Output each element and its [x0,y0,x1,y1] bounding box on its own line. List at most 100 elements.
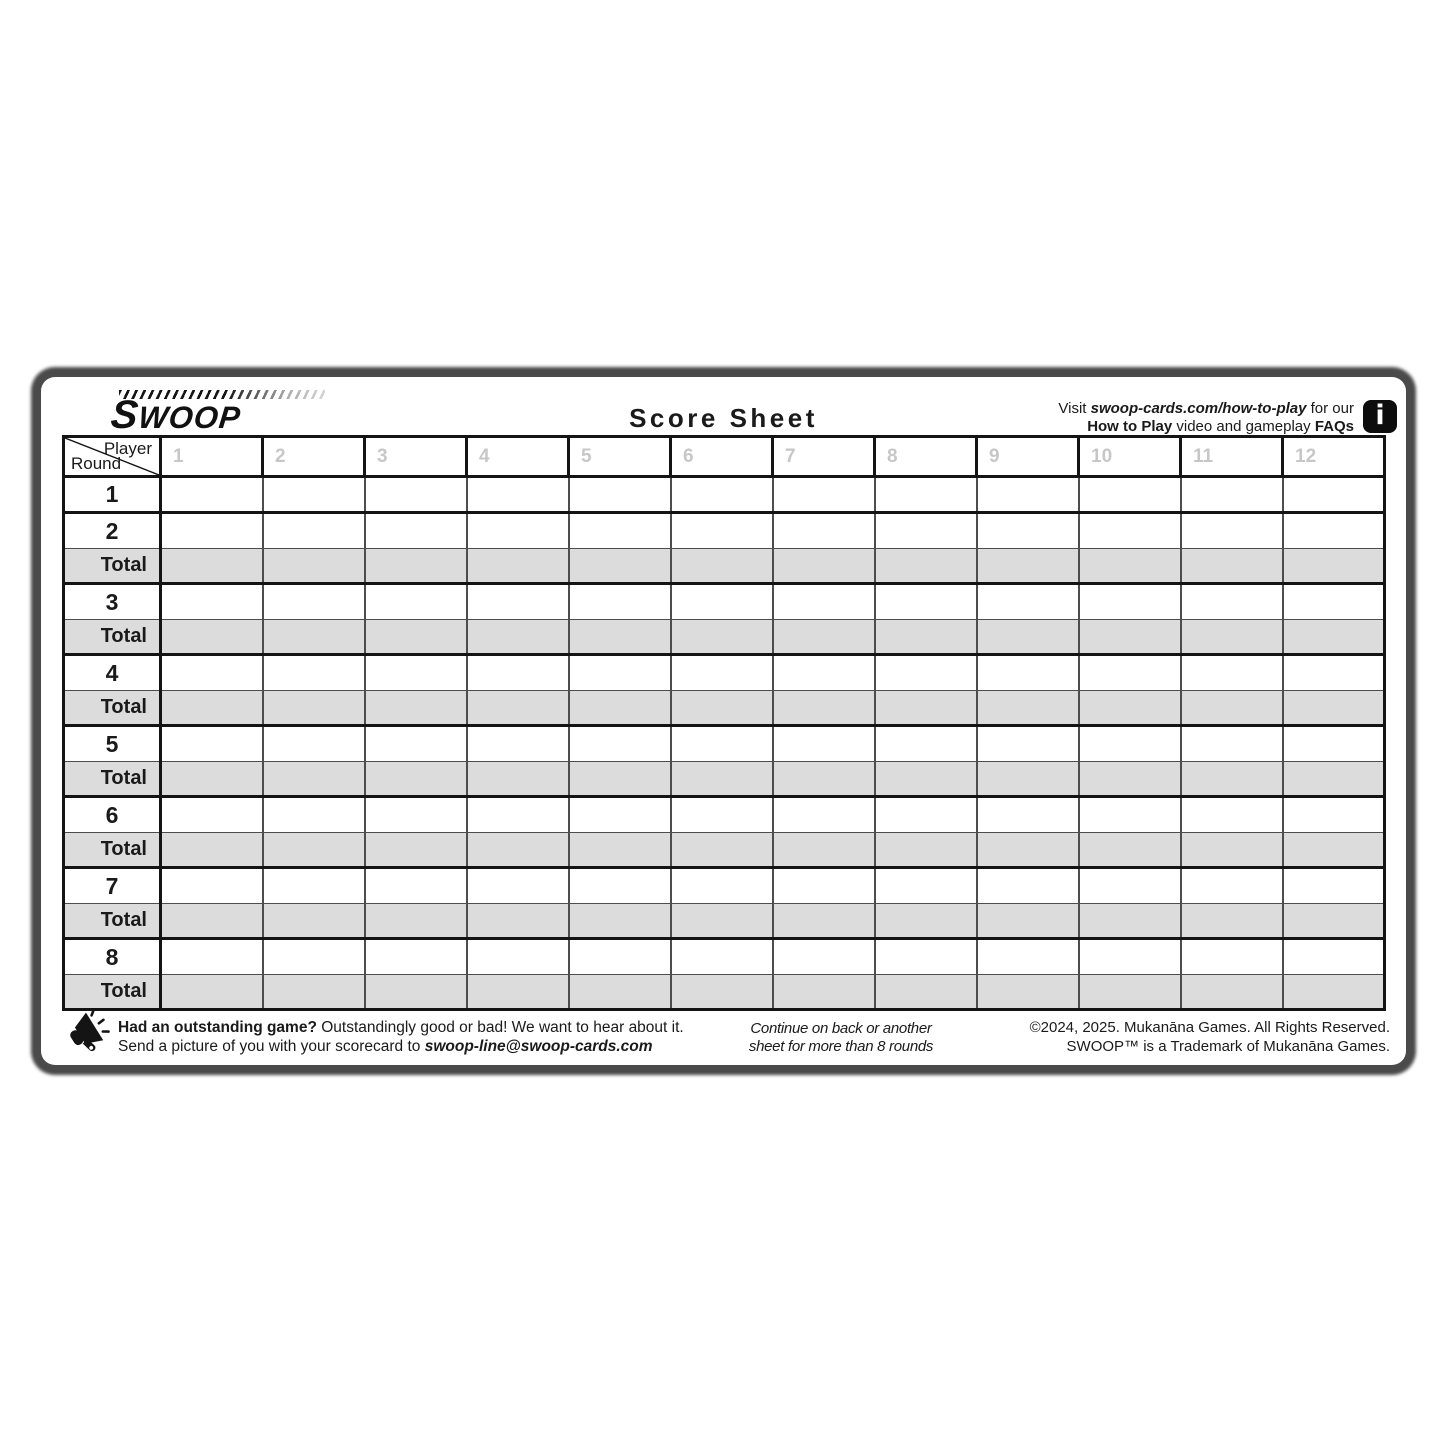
score-cell-row2-player6 [669,512,773,549]
score-cell-row1-player2 [261,476,365,514]
score-cell-row10-player12 [1281,796,1385,833]
score-cell-row14-player1 [159,938,263,975]
score-cell-row2-player3 [363,512,467,549]
round-row-2: 2 [63,512,1385,549]
score-cell-row6-player3 [363,654,467,691]
score-cell-row2-player8 [873,512,977,549]
continue-note-line-2: sheet for more than 8 rounds [748,1038,934,1055]
feedback-text: Had an outstanding game? Outstandingly g… [118,1018,684,1056]
score-cell-row5-player5 [567,619,671,656]
score-cell-row9-player12 [1281,761,1385,798]
score-cell-row10-player5 [567,796,671,833]
score-cell-row9-player10 [1077,761,1181,798]
score-cell-row15-player12 [1281,974,1385,1011]
score-cell-row3-player3 [363,548,467,585]
score-cell-row4-player11 [1179,583,1283,620]
score-cell-row10-player1 [159,796,263,833]
visit-line-1: Visit swoop-cards.com/how-to-play for ou… [1058,400,1354,417]
score-cell-row8-player4 [465,725,569,762]
info-icon: i [1363,400,1397,433]
score-cell-row7-player9 [975,690,1079,727]
player-column-header-6: 6 [669,436,773,478]
score-cell-row8-player11 [1179,725,1283,762]
score-cell-row9-player11 [1179,761,1283,798]
score-cell-row10-player8 [873,796,977,833]
score-cell-row3-player7 [771,548,875,585]
score-cell-row13-player7 [771,903,875,940]
score-cell-row10-player2 [261,796,365,833]
player-column-header-5: 5 [567,436,671,478]
score-cell-row9-player7 [771,761,875,798]
score-cell-row12-player11 [1179,867,1283,904]
total-row: Total [63,974,1385,1011]
round-row-7: 7 [63,867,1385,904]
score-cell-row6-player7 [771,654,875,691]
score-cell-row7-player2 [261,690,365,727]
score-cell-row4-player6 [669,583,773,620]
score-cell-row15-player9 [975,974,1079,1011]
score-cell-row11-player8 [873,832,977,869]
player-column-header-2: 2 [261,436,365,478]
score-cell-row14-player10 [1077,938,1181,975]
score-cell-row3-player6 [669,548,773,585]
corner-round-label: Round [71,454,122,473]
score-cell-row6-player2 [261,654,365,691]
score-cell-row12-player4 [465,867,569,904]
score-cell-row1-player5 [567,476,671,514]
score-cell-row15-player8 [873,974,977,1011]
round-row-label-7: 7 [63,867,162,904]
score-cell-row14-player7 [771,938,875,975]
copyright-line-1: ©2024, 2025. Mukanāna Games. All Rights … [1029,1019,1390,1036]
how-to-play-url: swoop-cards.com/how-to-play [1090,400,1307,417]
score-cell-row15-player2 [261,974,365,1011]
score-cell-row6-player10 [1077,654,1181,691]
score-cell-row10-player7 [771,796,875,833]
score-cell-row12-player6 [669,867,773,904]
score-cell-row2-player7 [771,512,875,549]
score-cell-row7-player6 [669,690,773,727]
score-cell-row3-player10 [1077,548,1181,585]
score-cell-row14-player4 [465,938,569,975]
score-cell-row6-player12 [1281,654,1385,691]
score-cell-row13-player2 [261,903,365,940]
score-cell-row3-player4 [465,548,569,585]
score-cell-row13-player9 [975,903,1079,940]
score-cell-row14-player5 [567,938,671,975]
score-cell-row5-player10 [1077,619,1181,656]
score-cell-row3-player11 [1179,548,1283,585]
score-cell-row1-player7 [771,476,875,514]
total-row-label: Total [63,761,162,798]
how-to-play-info: Visit swoop-cards.com/how-to-play for ou… [1058,400,1397,436]
score-cell-row11-player9 [975,832,1079,869]
score-cell-row9-player3 [363,761,467,798]
score-cell-row4-player7 [771,583,875,620]
score-cell-row7-player10 [1077,690,1181,727]
score-cell-row11-player3 [363,832,467,869]
player-column-header-11: 11 [1179,436,1283,478]
score-cell-row1-player6 [669,476,773,514]
score-cell-row13-player3 [363,903,467,940]
score-cell-row4-player8 [873,583,977,620]
score-cell-row5-player9 [975,619,1079,656]
score-cell-row2-player12 [1281,512,1385,549]
score-cell-row2-player10 [1077,512,1181,549]
round-row-5: 5 [63,725,1385,762]
score-cell-row15-player7 [771,974,875,1011]
round-row-6: 6 [63,796,1385,833]
score-cell-row12-player5 [567,867,671,904]
score-cell-row5-player8 [873,619,977,656]
visit-line-2: How to Play video and gameplay FAQs [1087,418,1354,435]
score-cell-row10-player10 [1077,796,1181,833]
score-cell-row7-player4 [465,690,569,727]
score-cell-row11-player5 [567,832,671,869]
score-cell-row13-player10 [1077,903,1181,940]
score-cell-row1-player12 [1281,476,1385,514]
total-row: Total [63,832,1385,869]
total-row-label: Total [63,974,162,1011]
score-cell-row13-player11 [1179,903,1283,940]
score-table: Player Round 1 2 3 4 5 6 7 8 9 10 11 12 1 2 Total 3 Total 4… [62,435,1386,1011]
score-cell-row5-player12 [1281,619,1385,656]
player-column-header-7: 7 [771,436,875,478]
score-cell-row13-player4 [465,903,569,940]
total-row: Total [63,619,1385,656]
